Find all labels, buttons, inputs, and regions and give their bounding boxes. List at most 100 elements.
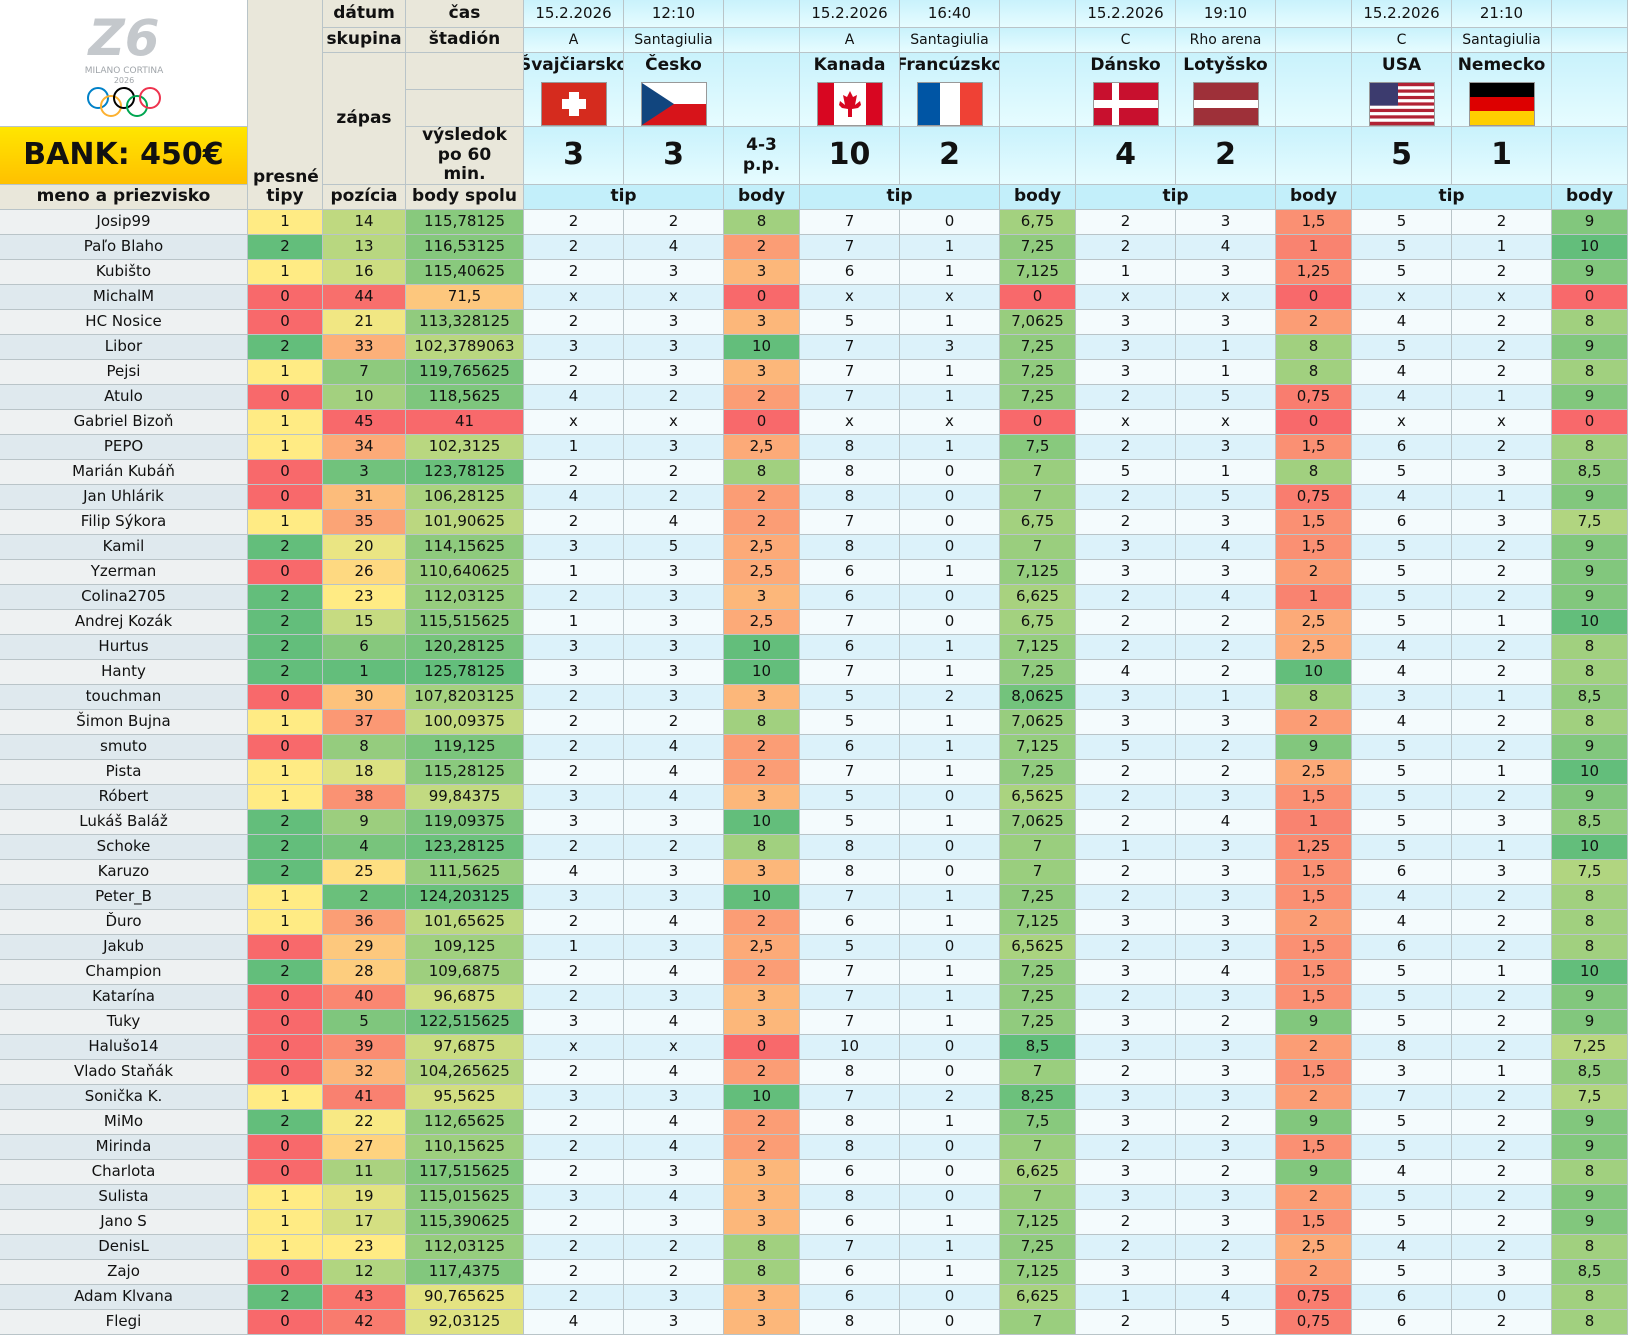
- tip-cell-text: 4: [1396, 487, 1407, 506]
- position: 33: [323, 335, 406, 360]
- tip-cell-text: 2: [1120, 387, 1131, 406]
- player-name-text: Katarína: [92, 987, 155, 1006]
- tip-cell-text: 2: [1220, 1237, 1231, 1256]
- tip-cell-text: 2: [1496, 1112, 1507, 1131]
- tip-cell-text: 5: [844, 812, 855, 831]
- match-points: 3: [724, 1160, 800, 1185]
- flag-part: [1469, 96, 1534, 111]
- tip-cell: 3: [1076, 1160, 1176, 1185]
- match-points-text: 1: [1308, 587, 1319, 606]
- total-points: 115,40625: [406, 260, 524, 285]
- match-points-text: 8: [1584, 937, 1595, 956]
- tip-cell-text: 2: [1496, 587, 1507, 606]
- tip-cell: 2: [524, 510, 624, 535]
- tip-cell: 1: [900, 960, 1000, 985]
- tip-cell: 10: [800, 1035, 900, 1060]
- tip-cell-text: 1: [944, 1112, 955, 1131]
- total-points: 115,015625: [406, 1185, 524, 1210]
- match-points-text: 3: [756, 687, 767, 706]
- tip-cell: 3: [1452, 810, 1552, 835]
- total-points-text: 111,5625: [428, 862, 501, 881]
- tip-cell-text: 3: [1220, 512, 1231, 531]
- total-points-text: 119,09375: [423, 812, 506, 831]
- tip-cell-text: 1: [944, 712, 955, 731]
- exact-tips: 0: [248, 685, 323, 710]
- tip-cell: 3: [624, 1285, 724, 1310]
- tip-cell-text: 5: [1396, 1262, 1407, 1281]
- match-points: 7,5: [1000, 1110, 1076, 1135]
- position: 2: [323, 885, 406, 910]
- exact-tips: 2: [248, 1110, 323, 1135]
- tip-cell-text: 3: [1120, 687, 1131, 706]
- tip-cell: 7: [800, 1010, 900, 1035]
- tip-cell: 5: [1352, 785, 1452, 810]
- tip-cell-text: 8: [844, 537, 855, 556]
- tip-cell: 3: [1352, 685, 1452, 710]
- flag-part: [1369, 105, 1434, 109]
- match-group-text: A: [568, 31, 579, 48]
- tip-cell: 2: [1076, 385, 1176, 410]
- match-points-text: 8: [1584, 1287, 1595, 1306]
- match-points: 8,5: [1552, 460, 1628, 485]
- match-points-text: 2: [1308, 712, 1319, 731]
- position: 40: [323, 985, 406, 1010]
- match-points: 7: [1000, 535, 1076, 560]
- tip-cell-text: 6: [1396, 937, 1407, 956]
- tip-cell: 1: [900, 910, 1000, 935]
- match-points-text: 0: [1032, 287, 1043, 306]
- tip-cell-text: x: [1397, 412, 1406, 431]
- player-name-text: Marián Kubáň: [72, 462, 175, 481]
- tip-cell: 1: [1452, 610, 1552, 635]
- match-points: 0: [724, 410, 800, 435]
- tip-cell: 6: [800, 585, 900, 610]
- tip-cell: 2: [524, 1260, 624, 1285]
- player-name-text: Adam Klvana: [74, 1287, 173, 1306]
- flag-part: [1369, 121, 1434, 125]
- tip-cell: 2: [1452, 360, 1552, 385]
- tip-cell-text: 4: [1220, 587, 1231, 606]
- tip-cell-text: 3: [668, 437, 679, 456]
- tip-cell-text: 2: [668, 1237, 679, 1256]
- match-points-text: 2: [756, 387, 767, 406]
- match-points-text: 7,25: [1020, 1012, 1055, 1031]
- tip-cell: 4: [1352, 910, 1452, 935]
- position: 1: [323, 660, 406, 685]
- tip-cell: x: [524, 1035, 624, 1060]
- exact-tips-text: 1: [280, 1237, 290, 1256]
- body-label-text: body: [1013, 186, 1062, 207]
- match-points-text: 2: [756, 737, 767, 756]
- match-points: 0: [1000, 410, 1076, 435]
- match-note: [1552, 127, 1628, 185]
- flag: [540, 81, 607, 126]
- tip-cell: x: [1352, 285, 1452, 310]
- tip-cell-text: 2: [668, 387, 679, 406]
- match-points: 7,125: [1000, 1260, 1076, 1285]
- tip-cell-text: 2: [668, 1262, 679, 1281]
- tip-cell: 6: [1352, 935, 1452, 960]
- tip-cell: 3: [624, 435, 724, 460]
- match-points: 9: [1552, 260, 1628, 285]
- tip-cell: 5: [1352, 535, 1452, 560]
- match-points-text: 1,5: [1301, 512, 1326, 531]
- match-points: 7: [1000, 835, 1076, 860]
- match-points: 8,5: [1000, 1035, 1076, 1060]
- match-points: 7: [1000, 1185, 1076, 1210]
- flag: [1468, 81, 1535, 126]
- tip-cell: x: [800, 410, 900, 435]
- tip-cell: 5: [800, 685, 900, 710]
- tip-cell-text: 1: [944, 887, 955, 906]
- tip-cell-text: 0: [944, 537, 955, 556]
- tip-cell: 2: [1176, 610, 1276, 635]
- match-points: 1,5: [1276, 535, 1352, 560]
- match-points-text: 10: [1303, 662, 1324, 681]
- tip-cell: 0: [900, 860, 1000, 885]
- header-stadion: štadión: [406, 28, 524, 53]
- match-points: 3: [724, 360, 800, 385]
- total-points-text: 109,6875: [428, 962, 501, 981]
- match-points: 7,0625: [1000, 710, 1076, 735]
- tip-cell-text: 4: [1396, 637, 1407, 656]
- body-label: body: [1276, 185, 1352, 210]
- flag-part: [1369, 89, 1434, 93]
- match-note: [1276, 127, 1352, 185]
- tip-cell-text: 3: [668, 362, 679, 381]
